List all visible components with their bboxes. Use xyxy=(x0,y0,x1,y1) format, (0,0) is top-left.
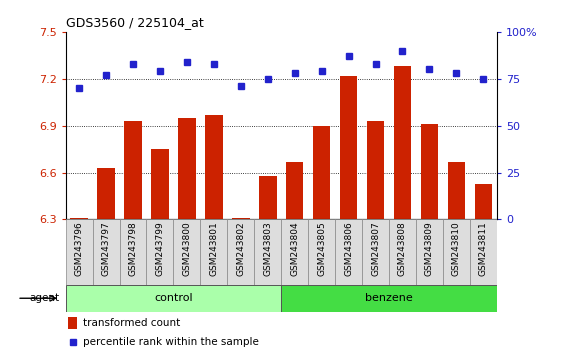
Text: transformed count: transformed count xyxy=(83,318,180,328)
Text: GSM243799: GSM243799 xyxy=(155,222,164,276)
Bar xyxy=(232,218,250,219)
Bar xyxy=(313,126,331,219)
Text: GSM243804: GSM243804 xyxy=(290,222,299,276)
Bar xyxy=(227,219,254,285)
Text: GSM243806: GSM243806 xyxy=(344,222,353,276)
Bar xyxy=(174,219,200,285)
Text: GSM243807: GSM243807 xyxy=(371,222,380,276)
Bar xyxy=(335,219,362,285)
Bar xyxy=(281,219,308,285)
Bar xyxy=(362,219,389,285)
Bar xyxy=(470,219,497,285)
Text: GSM243803: GSM243803 xyxy=(263,222,272,276)
Bar xyxy=(340,76,357,219)
Bar xyxy=(308,219,335,285)
Bar xyxy=(416,219,443,285)
Bar xyxy=(389,219,416,285)
Bar xyxy=(151,149,168,219)
Text: GSM243798: GSM243798 xyxy=(128,222,138,276)
Text: GSM243801: GSM243801 xyxy=(210,222,218,276)
Bar xyxy=(70,218,88,219)
Text: GSM243805: GSM243805 xyxy=(317,222,326,276)
Bar xyxy=(421,124,438,219)
Text: benzene: benzene xyxy=(365,293,413,303)
Bar xyxy=(97,168,115,219)
Bar xyxy=(147,219,174,285)
Text: GSM243800: GSM243800 xyxy=(182,222,191,276)
Bar xyxy=(124,121,142,219)
Bar xyxy=(475,183,492,219)
Bar xyxy=(286,162,303,219)
Bar xyxy=(448,162,465,219)
Text: percentile rank within the sample: percentile rank within the sample xyxy=(83,337,259,347)
Bar xyxy=(394,66,411,219)
Text: GSM243802: GSM243802 xyxy=(236,222,246,276)
Bar xyxy=(443,219,470,285)
Bar xyxy=(259,176,276,219)
Text: GSM243797: GSM243797 xyxy=(102,222,111,276)
Bar xyxy=(205,115,223,219)
Bar xyxy=(119,219,147,285)
Bar xyxy=(200,219,227,285)
Bar xyxy=(367,121,384,219)
Bar xyxy=(281,285,497,312)
Bar xyxy=(66,285,281,312)
Bar xyxy=(254,219,281,285)
Bar xyxy=(68,317,77,329)
Text: GSM243796: GSM243796 xyxy=(75,222,83,276)
Bar xyxy=(93,219,119,285)
Text: control: control xyxy=(154,293,193,303)
Bar xyxy=(178,118,196,219)
Bar xyxy=(66,219,93,285)
Text: agent: agent xyxy=(30,293,60,303)
Text: GDS3560 / 225104_at: GDS3560 / 225104_at xyxy=(66,16,203,29)
Text: GSM243809: GSM243809 xyxy=(425,222,434,276)
Text: GSM243808: GSM243808 xyxy=(398,222,407,276)
Text: GSM243810: GSM243810 xyxy=(452,222,461,276)
Text: GSM243811: GSM243811 xyxy=(479,222,488,276)
